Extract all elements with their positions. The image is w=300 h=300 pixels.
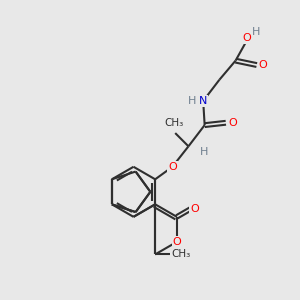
Text: H: H <box>188 96 196 106</box>
Text: O: O <box>242 33 251 43</box>
Text: O: O <box>168 162 177 172</box>
Text: CH₃: CH₃ <box>171 249 190 260</box>
Text: N: N <box>199 96 207 106</box>
Text: O: O <box>259 60 268 70</box>
Text: O: O <box>172 237 181 247</box>
Text: O: O <box>190 205 199 214</box>
Text: O: O <box>228 118 237 128</box>
Text: CH₃: CH₃ <box>164 118 183 128</box>
Text: H: H <box>200 147 208 157</box>
Text: H: H <box>252 27 260 38</box>
